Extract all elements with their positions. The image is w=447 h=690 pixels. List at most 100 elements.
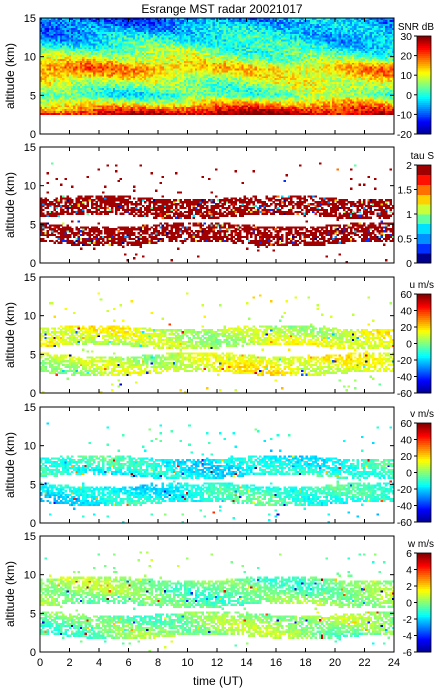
heatmap-cell	[90, 108, 94, 112]
heatmap-cell	[239, 74, 242, 77]
heatmap-cell	[205, 23, 209, 27]
heatmap-cell	[223, 60, 227, 63]
heatmap-cell	[199, 41, 202, 44]
heatmap-cell	[119, 62, 123, 65]
heatmap-cell	[174, 89, 178, 92]
heatmap-cell	[225, 23, 229, 27]
heatmap-cell	[82, 33, 85, 36]
heatmap-cell	[53, 52, 56, 56]
heatmap-cell	[119, 35, 123, 38]
heatmap-cell	[97, 25, 101, 28]
heatmap-cell	[101, 19, 105, 23]
heatmap-cell	[130, 39, 134, 42]
heatmap-cell	[247, 64, 251, 67]
heatmap-cell	[44, 45, 47, 48]
heatmap-cell	[55, 47, 58, 50]
heatmap-cell	[192, 27, 196, 30]
heatmap-cell	[205, 87, 209, 90]
heatmap-cell	[119, 81, 123, 85]
heatmap-cell	[179, 43, 182, 46]
heatmap-cell	[241, 85, 244, 88]
heatmap-cell	[210, 89, 213, 92]
heatmap-cell	[40, 33, 43, 36]
heatmap-cell	[250, 99, 253, 102]
heatmap-cell	[236, 95, 240, 98]
heatmap-cell	[93, 87, 96, 90]
heatmap-cell	[79, 21, 83, 25]
heatmap-cell	[203, 89, 207, 92]
heatmap-cell	[190, 39, 193, 42]
heatmap-cell	[232, 50, 235, 54]
heatmap-cell	[170, 77, 174, 81]
heatmap-cell	[46, 76, 50, 79]
heatmap-cell	[42, 91, 45, 94]
heatmap-cell	[70, 50, 74, 54]
heatmap-cell	[48, 72, 52, 75]
heatmap-cell	[46, 93, 50, 96]
heatmap-cell	[128, 83, 132, 86]
heatmap-cell	[97, 81, 101, 85]
heatmap-cell	[137, 112, 140, 115]
heatmap-cell	[157, 21, 160, 25]
heatmap-cell	[79, 47, 83, 50]
heatmap-cell	[208, 110, 211, 114]
heatmap-cell	[141, 56, 145, 59]
heatmap-cell	[77, 56, 81, 59]
heatmap-cell	[219, 76, 222, 79]
heatmap-cell	[245, 77, 249, 81]
heatmap-cell	[228, 101, 231, 104]
heatmap-cell	[128, 27, 132, 30]
heatmap-cell	[157, 18, 160, 21]
heatmap-cell	[234, 50, 238, 54]
heatmap-cell	[210, 93, 213, 96]
heatmap-cell	[214, 85, 218, 88]
heatmap-cell	[256, 79, 260, 83]
heatmap-cell	[139, 58, 143, 61]
heatmap-cell	[66, 101, 70, 104]
heatmap-cell	[236, 19, 240, 23]
heatmap-cell	[234, 41, 238, 44]
heatmap-cell	[124, 45, 127, 48]
heatmap-cell	[146, 66, 149, 69]
heatmap-cell	[115, 68, 118, 71]
heatmap-cell	[247, 21, 251, 25]
heatmap-cell	[108, 89, 112, 92]
heatmap-cell	[110, 31, 114, 34]
heatmap-cell	[77, 35, 81, 38]
heatmap-cell	[132, 81, 136, 85]
heatmap-cell	[150, 108, 154, 112]
heatmap-cell	[157, 83, 160, 86]
heatmap-cell	[108, 74, 112, 77]
heatmap-cell	[113, 112, 116, 115]
heatmap-cell	[108, 112, 112, 115]
heatmap-cell	[170, 101, 174, 104]
heatmap-cell	[135, 21, 138, 25]
heatmap-cell	[254, 110, 258, 114]
heatmap-cell	[55, 101, 58, 104]
heatmap-cell	[59, 95, 63, 98]
heatmap-cell	[135, 112, 138, 115]
heatmap-cell	[117, 56, 120, 59]
heatmap-cell	[130, 19, 134, 23]
heatmap-cell	[57, 29, 61, 32]
heatmap-cell	[159, 64, 162, 67]
heatmap-cell	[217, 77, 220, 81]
heatmap-cell	[126, 35, 129, 38]
heatmap-cell	[132, 72, 136, 75]
heatmap-cell	[234, 108, 238, 112]
heatmap-cell	[177, 39, 180, 42]
heatmap-cell	[53, 99, 56, 102]
heatmap-cell	[203, 110, 207, 114]
heatmap-cell	[150, 54, 154, 57]
heatmap-cell	[137, 64, 140, 67]
heatmap-cell	[199, 19, 202, 23]
heatmap-cell	[110, 19, 114, 23]
heatmap-cell	[66, 66, 70, 69]
heatmap-cell	[247, 58, 251, 61]
heatmap-cell	[223, 48, 227, 52]
heatmap-cell	[113, 47, 116, 50]
heatmap-cell	[73, 95, 76, 98]
heatmap-cell	[84, 70, 87, 73]
heatmap-cell	[95, 103, 98, 106]
heatmap-cell	[188, 45, 191, 48]
